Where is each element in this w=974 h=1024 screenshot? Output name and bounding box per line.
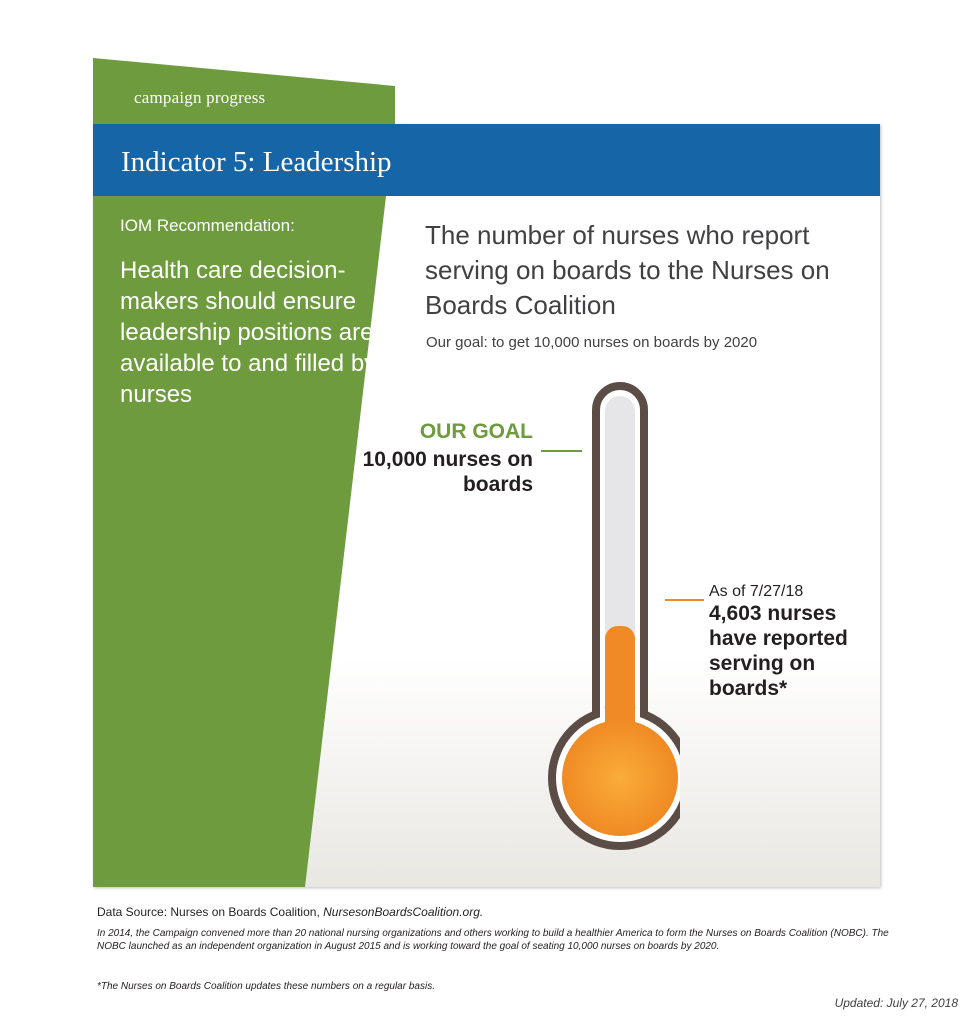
recommendation-label: IOM Recommendation: bbox=[120, 216, 295, 235]
recommendation-text: Health care decision-makers should ensur… bbox=[120, 257, 377, 408]
campaign-note: In 2014, the Campaign convened more than… bbox=[97, 928, 889, 952]
green-tab-shape bbox=[93, 58, 395, 138]
current-date-label: As of 7/27/18 bbox=[709, 583, 804, 600]
data-source: Data Source: Nurses on Boards Coalition,… bbox=[97, 905, 483, 919]
goal-value-text: 10,000 nurses on boards bbox=[362, 448, 533, 496]
thermometer-bulb bbox=[562, 720, 678, 836]
data-source-link[interactable]: NursesonBoardsCoalition.org. bbox=[323, 905, 484, 919]
page-title: Indicator 5: Leadership bbox=[121, 146, 392, 178]
current-value-text: 4,603 nurses have reported serving on bo… bbox=[709, 602, 848, 700]
goal-marker-line bbox=[541, 450, 582, 452]
tab-label: campaign progress bbox=[134, 88, 266, 107]
updated-date: Updated: July 27, 2018 bbox=[834, 996, 958, 1010]
data-source-prefix: Data Source: Nurses on Boards Coalition, bbox=[97, 905, 324, 919]
header-bar bbox=[93, 124, 880, 196]
green-sidebar-shape bbox=[93, 196, 386, 887]
footnote: *The Nurses on Boards Coalition updates … bbox=[97, 981, 435, 992]
thermometer-chart bbox=[548, 382, 680, 850]
goal-label: OUR GOAL bbox=[419, 420, 533, 443]
current-marker-line bbox=[665, 599, 704, 601]
chart-subline: Our goal: to get 10,000 nurses on boards… bbox=[426, 334, 758, 351]
chart-headline: The number of nurses who report serving … bbox=[425, 220, 830, 320]
